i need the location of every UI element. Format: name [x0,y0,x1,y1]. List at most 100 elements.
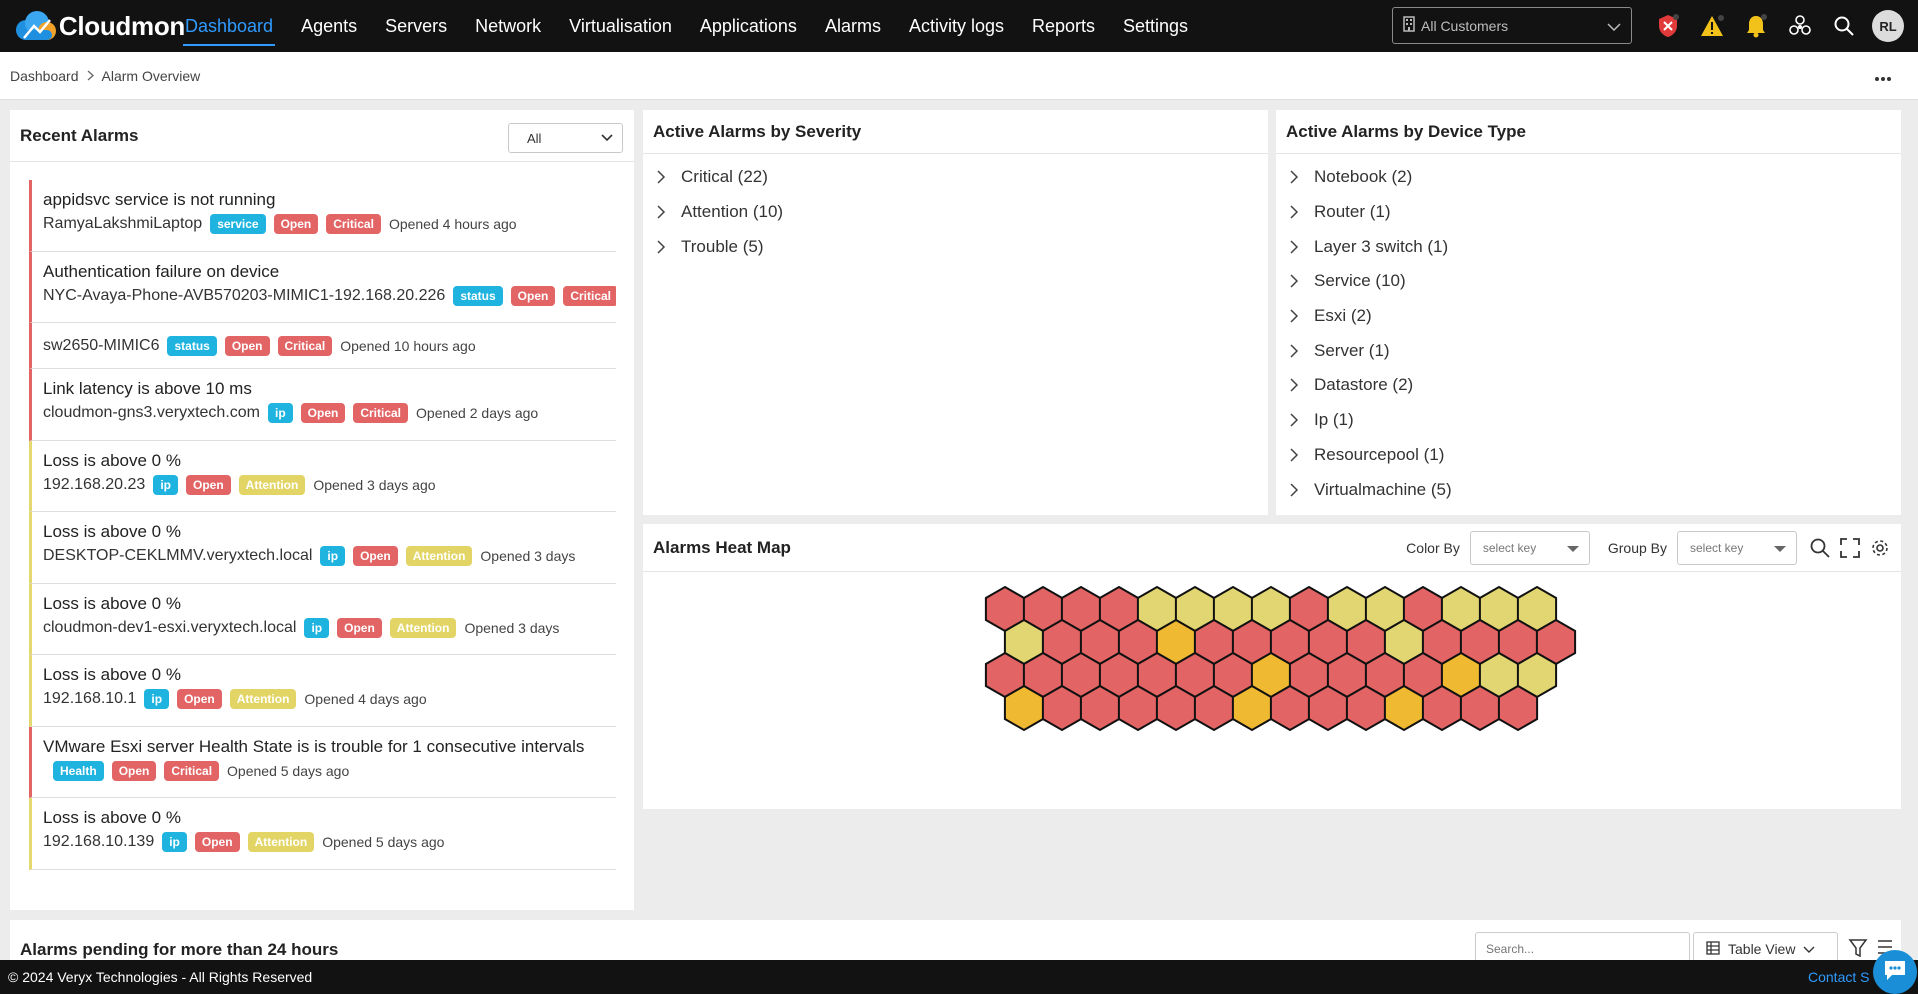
alarm-item[interactable]: Loss is above 0 % 192.168.10.139 ip Open… [29,798,616,870]
heatmap-cell[interactable] [1345,684,1387,732]
alarm-item[interactable]: VMware Esxi server Health State is is tr… [29,726,616,798]
heatmap-cell[interactable] [1117,684,1159,732]
nav-alarms[interactable]: Alarms [824,15,881,36]
alarm-state-badge: Open [111,760,157,781]
brand[interactable]: Cloudmon [10,8,185,44]
main-nav: Dashboard Agents Servers Network Virtual… [182,0,1216,52]
device-type-item[interactable]: Layer 3 switch (1) [1290,229,1901,264]
fullscreen-icon[interactable] [1835,538,1865,558]
severity-label: Attention (10) [681,202,784,222]
warning-icon[interactable] [1690,0,1734,52]
footer-copyright: © 2024 Veryx Technologies - All Rights R… [8,969,313,985]
device-type-item[interactable]: Server (1) [1290,333,1901,368]
alarm-time: Opened 10 hours ago [340,338,476,354]
alarm-severity-badge: Critical [164,760,220,781]
alarm-time: Opened 2 days ago [416,405,539,421]
alarm-severity-badge: Attention [247,832,315,852]
heatmap-cell[interactable] [1003,684,1045,732]
device-type-item[interactable]: Ip (1) [1290,403,1901,438]
filter-icon[interactable] [1848,938,1868,963]
chevron-right-icon [87,68,94,84]
apps-hub-icon[interactable] [1778,0,1822,52]
heatmap-cell[interactable] [1269,684,1311,732]
alarm-item[interactable]: Loss is above 0 % DESKTOP-CEKLMMV.veryxt… [29,512,616,584]
alarm-severity-badge: Critical [563,285,616,306]
alarm-time: Opened 5 days ago [227,762,350,779]
heatmap-cell[interactable] [1459,684,1501,732]
device-type-label: Virtualmachine (5) [1314,479,1452,499]
alarm-item[interactable]: Loss is above 0 % cloudmon-dev1-esxi.ver… [29,583,616,655]
device-type-label: Resourcepool (1) [1314,444,1445,464]
device-type-item[interactable]: Service (10) [1290,264,1901,299]
heatmap-cell[interactable] [1079,684,1121,732]
alarm-item[interactable]: Loss is above 0 % 192.168.20.23 ip Open … [29,440,616,512]
nav-reports[interactable]: Reports [1031,15,1096,36]
contact-support-link[interactable]: Contact S [1808,969,1870,985]
alarm-item[interactable]: sw2650-MIMIC6 status Open Critical Opene… [29,323,616,369]
top-icons: RL [1646,0,1910,52]
severity-item-critical[interactable]: Critical (22) [657,160,1268,195]
alarm-type-badge: ip [144,689,170,709]
heatmap-cell[interactable] [1041,684,1083,732]
nav-agents[interactable]: Agents [301,15,358,36]
alarm-item[interactable]: Loss is above 0 % 192.168.10.1 ip Open A… [29,655,616,727]
heatmap-title: Alarms Heat Map [653,537,791,557]
heatmap-cell[interactable] [1421,684,1463,732]
alarm-time: Opened 4 hours ago [388,216,517,232]
device-type-item[interactable]: Resourcepool (1) [1290,438,1901,473]
device-type-item[interactable]: Notebook (2) [1290,160,1901,195]
nav-settings[interactable]: Settings [1123,15,1189,36]
chevron-right-icon [657,240,681,254]
device-type-item[interactable]: Router (1) [1290,195,1901,230]
alarm-device: cloudmon-dev1-esxi.veryxtech.local [43,618,297,636]
heatmap-cell[interactable] [1155,684,1197,732]
device-type-item[interactable]: Esxi (2) [1290,299,1901,334]
group-by-placeholder: select key [1690,541,1744,555]
alarm-type-badge: ip [320,546,346,566]
nav-virtualisation[interactable]: Virtualisation [569,15,672,36]
alarm-device: DESKTOP-CEKLMMV.veryxtech.local [43,547,313,564]
device-type-label: Ip (1) [1314,410,1354,430]
severity-item-trouble[interactable]: Trouble (5) [657,229,1268,264]
alarm-title: Authentication failure on device [43,261,280,281]
nav-activity-logs[interactable]: Activity logs [908,15,1004,36]
severity-item-attention[interactable]: Attention (10) [657,195,1268,230]
device-type-label: Esxi (2) [1314,306,1372,326]
customer-select[interactable]: All Customers [1392,7,1632,44]
heatmap-cell[interactable] [1193,684,1235,732]
more-options-icon[interactable] [1874,62,1892,88]
group-by-select[interactable]: select key [1677,531,1797,565]
device-type-item[interactable]: Virtualmachine (5) [1290,472,1901,507]
alarm-item[interactable]: Link latency is above 10 ms cloudmon-gns… [29,369,616,441]
nav-dashboard[interactable]: Dashboard [182,0,276,52]
gear-icon[interactable] [1865,538,1895,558]
chat-button[interactable] [1873,950,1917,994]
alarm-item[interactable]: appidsvc service is not running RamyaLak… [29,180,616,252]
device-type-item[interactable]: Datastore (2) [1290,368,1901,403]
heatmap-header: Alarms Heat Map Color By select key Grou… [643,524,1901,572]
search-icon[interactable] [1822,0,1866,52]
alarm-type-badge: ip [162,832,187,852]
heatmap-cell[interactable] [1307,684,1349,732]
table-view-select[interactable]: Table View [1693,932,1838,966]
nav-servers[interactable]: Servers [385,15,448,36]
pending-alarms-title: Alarms pending for more than 24 hours [20,940,339,959]
security-shield-icon[interactable] [1646,0,1690,52]
recent-alarms-filter[interactable]: All [508,123,623,153]
search-icon[interactable] [1805,538,1835,558]
heatmap-cell[interactable] [1497,684,1539,732]
user-avatar[interactable]: RL [1866,0,1910,52]
notification-bell-icon[interactable] [1734,0,1778,52]
alarm-type-badge: status [167,336,217,356]
heatmap-cell[interactable] [1231,684,1273,732]
heatmap-cell[interactable] [1383,684,1425,732]
alarm-type-badge: Health [53,760,104,781]
nav-network[interactable]: Network [475,15,542,36]
alarm-item[interactable]: Authentication failure on device NYC-Ava… [29,251,616,323]
nav-applications[interactable]: Applications [699,15,797,36]
breadcrumb-dashboard[interactable]: Dashboard [10,67,79,84]
alarm-device: 192.168.20.23 [43,475,146,493]
alarm-title: Loss is above 0 % [43,665,181,684]
color-by-select[interactable]: select key [1469,531,1590,565]
recent-alarms-title: Recent Alarms [20,125,139,145]
